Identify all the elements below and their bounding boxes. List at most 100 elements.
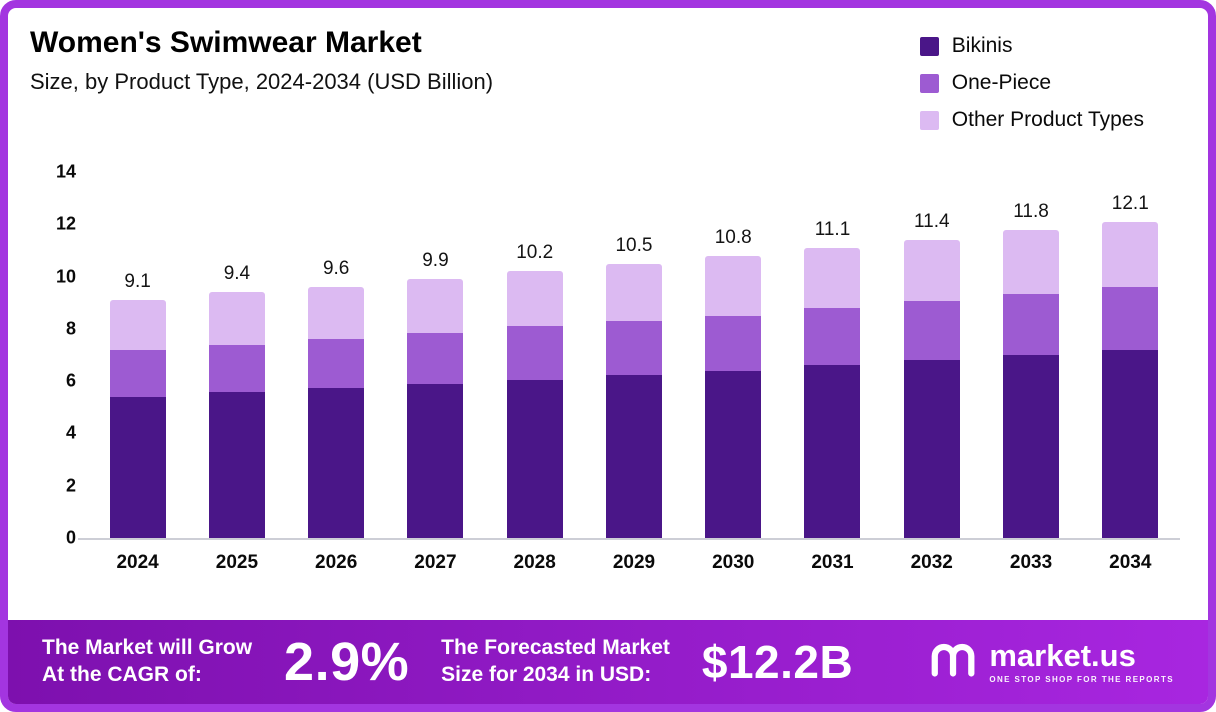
bar-segment-other-product-types [109,300,166,350]
bar-column: 11.4 2032 [882,172,981,588]
bar-segment-bikinis [903,360,960,538]
bar-stack [506,271,563,538]
bar-column: 10.2 2028 [485,172,584,588]
y-tick-label: 6 [65,370,76,391]
bar-segment-other-product-types [605,263,662,322]
brand: market.us ONE STOP SHOP FOR THE REPORTS [929,640,1174,684]
bar-segment-one-piece [506,326,563,380]
legend-label: One-Piece [951,71,1051,94]
page-title: Women's Swimwear Market [30,26,422,59]
bar-total-label: 9.6 [322,258,350,280]
x-axis-label: 2031 [811,552,854,573]
y-tick-label: 0 [65,527,76,548]
legend-swatch [919,36,939,56]
bar-stack [208,292,265,538]
bar-stack [804,247,861,538]
bar-column: 11.1 2031 [783,172,882,588]
page-subtitle: Size, by Product Type, 2024-2034 (USD Bi… [30,69,494,94]
bar-segment-other-product-types [903,240,960,302]
bar-segment-other-product-types [1102,221,1159,288]
bar-segment-bikinis [804,365,861,538]
y-tick-label: 8 [65,318,76,339]
y-tick-label: 4 [65,422,76,443]
y-tick-label: 12 [55,213,76,234]
x-axis-line [78,538,1180,540]
bar-segment-one-piece [705,315,762,371]
x-axis-label: 2032 [910,552,953,573]
legend-label: Other Product Types [951,108,1144,131]
x-axis-label: 2034 [1109,552,1152,573]
bar-segment-one-piece [109,349,166,397]
market-us-logo-icon [929,641,979,684]
x-axis-label: 2026 [315,552,358,573]
y-tick-label: 14 [55,161,76,182]
bars-area: 9.1 2024 9.4 2025 9.6 2026 9.9 2027 10.2 2028 10.5… [88,172,1180,588]
bar-segment-one-piece [1003,293,1060,355]
bar-column: 9.1 2024 [88,172,187,588]
forecast-value: $12.2B [701,636,854,688]
cagr-value: 2.9% [284,632,410,692]
bar-segment-bikinis [109,396,166,538]
bar-total-label: 11.8 [1013,200,1049,222]
bar-stack [605,263,662,538]
bar-total-label: 9.9 [422,250,449,272]
brand-tagline: ONE STOP SHOP FOR THE REPORTS [989,675,1174,684]
x-axis-label: 2033 [1009,552,1053,573]
bar-stack [308,287,365,538]
legend-swatch [919,73,939,93]
bar-segment-other-product-types [804,247,861,308]
bar-stack [109,300,166,538]
bar-segment-bikinis [1102,349,1159,538]
bar-segment-bikinis [208,391,265,538]
bar-segment-one-piece [208,344,265,392]
y-axis: 14 12 10 8 6 4 2 0 [32,162,88,548]
x-axis-label: 2029 [612,552,656,573]
cagr-label-line2: At the CAGR of: [42,663,202,686]
brand-text: market.us ONE STOP SHOP FOR THE REPORTS [989,640,1174,684]
chart: 14 12 10 8 6 4 2 0 9.1 2024 9.4 2025 9.6 2026 9.9 2027… [32,162,1180,588]
bar-column: 12.1 2034 [1081,172,1180,588]
cagr-label-line1: The Market will Grow [42,636,253,660]
legend-label: Bikinis [951,34,1013,57]
forecast-label-line2: Size for 2034 in USD: [441,663,652,686]
bar-segment-one-piece [804,307,861,366]
bar-stack [407,279,464,538]
bar-segment-bikinis [407,383,464,538]
bar-stack [1102,221,1159,538]
bar-total-label: 10.2 [516,242,554,264]
bar-segment-other-product-types [208,292,265,345]
footer-banner: The Market will Grow At the CAGR of: 2.9… [8,620,1208,704]
bar-column: 9.6 2026 [287,172,386,588]
bar-segment-other-product-types [308,287,365,340]
legend-swatch [919,110,939,130]
forecast-label: The Forecasted Market Size for 2034 in U… [441,635,670,689]
bar-column: 10.5 2029 [584,172,683,588]
bar-stack [705,255,762,538]
bar-column: 10.8 2030 [684,172,783,588]
bar-total-label: 12.1 [1111,192,1149,214]
bar-stack [903,240,960,538]
bar-total-label: 11.4 [913,211,950,232]
bar-segment-one-piece [308,339,365,388]
bar-segment-other-product-types [506,271,563,327]
y-tick-label: 2 [65,475,76,496]
legend: Bikinis One-Piece Other Product Types [919,34,1144,132]
forecast-label-line1: The Forecasted Market [441,636,670,660]
y-tick-label: 10 [55,266,76,287]
x-axis-label: 2024 [116,552,159,573]
legend-item: Other Product Types [919,108,1144,132]
x-axis-label: 2025 [215,552,259,573]
legend-item: One-Piece [919,71,1144,95]
bar-total-label: 9.1 [124,271,151,293]
bar-total-label: 9.4 [223,263,251,285]
bar-column: 9.4 2025 [187,172,286,588]
bar-segment-other-product-types [705,255,762,316]
bar-segment-bikinis [705,370,762,538]
bar-column: 9.9 2027 [386,172,485,588]
bar-segment-one-piece [1102,287,1159,350]
cagr-label: The Market will Grow At the CAGR of: [42,635,252,689]
bar-segment-one-piece [407,332,464,384]
bar-segment-bikinis [1003,355,1060,538]
plot-area: 9.1 2024 9.4 2025 9.6 2026 9.9 2027 10.2 2028 10.5… [78,172,1180,588]
